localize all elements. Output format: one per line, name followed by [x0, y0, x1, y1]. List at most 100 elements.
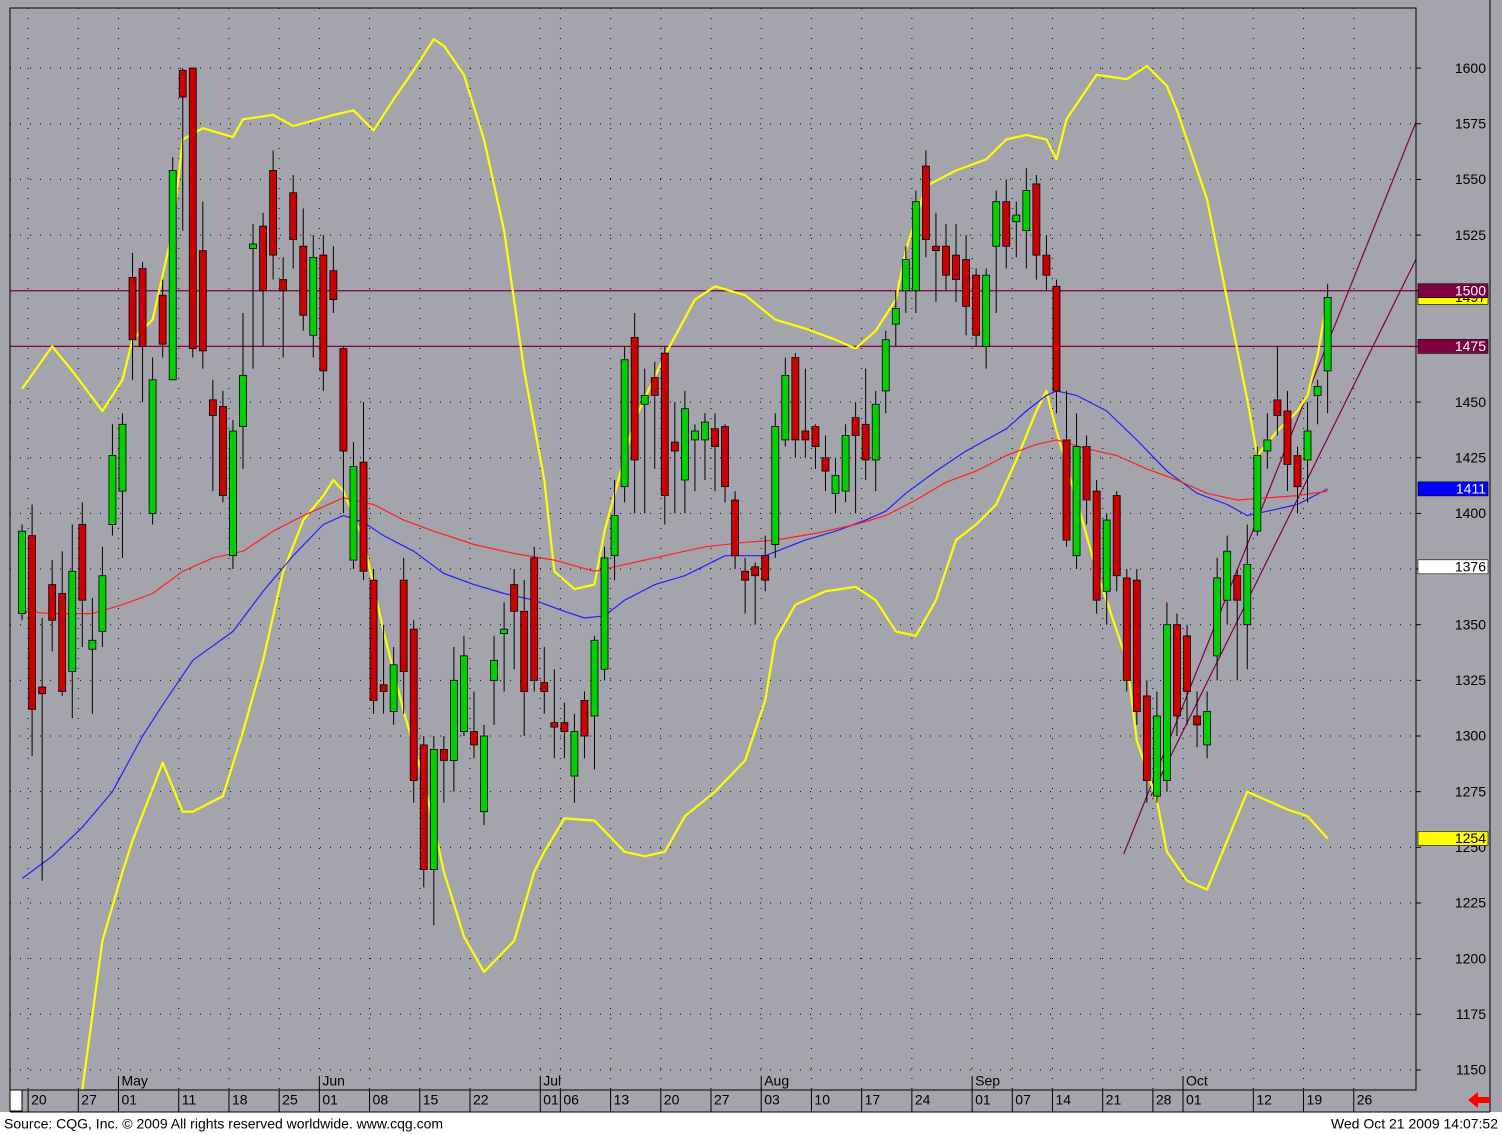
candle-body [1142, 695, 1151, 781]
candle-body [711, 428, 719, 447]
candle-body [1213, 577, 1222, 657]
candle-body [691, 430, 699, 441]
scroll-box[interactable] [9, 1089, 23, 1112]
candle-body [1203, 711, 1212, 746]
candle-body [901, 259, 910, 292]
candle-body [982, 274, 991, 347]
candle-body [650, 377, 659, 396]
candle-body [660, 352, 669, 496]
price-label-box [1417, 481, 1489, 497]
candle-body [550, 722, 559, 728]
candle-body [670, 441, 679, 452]
candle-body [1253, 455, 1262, 532]
x-tick-label: 18 [232, 1092, 248, 1108]
candle-body [932, 245, 940, 252]
x-tick-label: 22 [473, 1092, 489, 1108]
month-label: Sep [975, 1073, 1000, 1089]
candle-body [831, 475, 840, 494]
candle-body [520, 610, 529, 692]
x-tick-label: 20 [31, 1092, 47, 1108]
x-tick-label: 19 [1307, 1092, 1323, 1108]
y-tick-label: 1300 [1455, 728, 1486, 744]
candle-body [620, 359, 629, 488]
candle-body [791, 357, 800, 441]
indicator-line [21, 390, 1328, 879]
y-tick-label: 1275 [1455, 783, 1486, 799]
candle-body [279, 279, 288, 292]
candle-body [78, 524, 87, 601]
price-label-box [1417, 339, 1489, 354]
candle-body [530, 557, 539, 681]
candle-body [48, 584, 57, 621]
candle-body [449, 679, 458, 761]
month-label: May [121, 1073, 147, 1089]
candle-body [861, 423, 870, 461]
candle-body [409, 628, 418, 781]
x-tick-label: 01 [1186, 1092, 1202, 1108]
candle-body [1032, 183, 1041, 256]
candle-body [148, 379, 157, 514]
candle-body [198, 250, 207, 352]
candle-body [329, 270, 338, 301]
y-tick-label: 1600 [1455, 60, 1486, 76]
candle-body [600, 557, 609, 670]
candle-body [249, 243, 257, 249]
scroll-arrow[interactable] [1468, 1092, 1490, 1108]
candle-body [259, 225, 267, 292]
candle-body [1092, 490, 1101, 601]
candle-body [1082, 446, 1091, 501]
trendline [1150, 257, 1416, 797]
candle-body [28, 535, 36, 710]
candle-body [188, 67, 197, 350]
candle-body [1102, 519, 1111, 592]
x-tick-label: 03 [764, 1092, 780, 1108]
price-label-box [1417, 831, 1489, 846]
candle-body [1122, 577, 1131, 681]
x-tick-label: 13 [614, 1092, 630, 1108]
price-label: 1500 [1455, 282, 1486, 298]
candle-body [208, 399, 217, 416]
month-label: Jul [543, 1073, 561, 1089]
candle-body [962, 259, 970, 307]
candle-body [871, 403, 880, 461]
candle-body [1173, 624, 1181, 717]
candle-body [911, 201, 920, 292]
x-tick-label: 11 [182, 1092, 197, 1108]
candle-body [58, 593, 67, 692]
x-tick-label: 01 [121, 1092, 137, 1108]
candle-body [98, 575, 107, 632]
candle-body [821, 457, 830, 472]
candle-body [500, 628, 509, 635]
x-tick-label: 08 [373, 1092, 389, 1108]
candle-body [219, 406, 227, 496]
candle-body [419, 744, 428, 870]
candle-body [68, 570, 77, 672]
x-tick-label: 06 [563, 1092, 579, 1108]
candle-body [1283, 410, 1292, 465]
indicator-line [21, 38, 1329, 591]
candle-body [610, 515, 619, 557]
x-tick-label: 20 [664, 1092, 680, 1108]
candle-body [470, 731, 478, 746]
candle-body [1042, 254, 1051, 276]
candle-body [590, 639, 599, 717]
candle-body [1022, 190, 1031, 232]
candle-body [811, 426, 820, 447]
month-label: Jun [322, 1073, 345, 1089]
trendline [1123, 120, 1416, 855]
candle-body [158, 294, 167, 345]
candle-body [781, 374, 790, 441]
candle-body [540, 682, 549, 692]
candle-body [229, 430, 237, 557]
candle-body [580, 699, 589, 737]
price-label: 1254 [1455, 830, 1486, 846]
candle-body [1052, 285, 1061, 392]
candle-body [429, 748, 438, 870]
x-tick-label: 01 [975, 1092, 991, 1108]
candle-body [108, 455, 117, 525]
price-label-box [1417, 559, 1489, 575]
candle-body [851, 417, 860, 436]
candle-body [379, 684, 388, 692]
x-tick-label: 01 [322, 1092, 338, 1108]
